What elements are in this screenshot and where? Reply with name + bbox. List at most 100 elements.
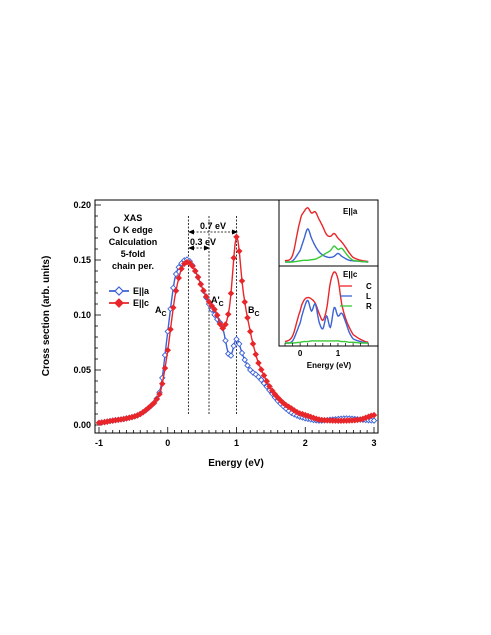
data-point: [178, 265, 185, 273]
data-point: [249, 340, 257, 348]
data-point: [244, 314, 251, 321]
x-tick-label: 0: [165, 438, 170, 448]
data-point: [208, 302, 215, 309]
series-e-c: [95, 233, 378, 427]
info-text-block: XAS O K edge Calculation 5-fold chain pe…: [109, 213, 158, 271]
data-point: [227, 352, 235, 359]
y-tick-label: 0.05: [73, 365, 91, 375]
data-point: [186, 259, 193, 267]
inset-legend-r: R: [366, 302, 372, 311]
gap-annotations: 0.7 eV 0.3 eV: [188, 221, 238, 251]
legend-label-c: E||c: [133, 298, 149, 308]
data-point: [164, 346, 171, 354]
data-point: [252, 351, 259, 358]
inset-series-line: [285, 245, 369, 263]
data-point: [241, 298, 248, 306]
gap-small-label: 0.3 eV: [190, 237, 216, 247]
info-line-2: O K edge: [113, 225, 153, 235]
data-point: [238, 349, 246, 357]
x-tick-label: 2: [303, 438, 308, 448]
data-point: [247, 328, 254, 335]
data-point: [189, 262, 196, 270]
y-tick-label: 0.10: [73, 310, 91, 320]
data-point: [175, 274, 182, 282]
data-point: [282, 401, 290, 409]
data-point: [285, 403, 292, 411]
peak-a-prime-label: A'C: [211, 295, 224, 308]
info-line-3: Calculation: [109, 237, 158, 247]
info-line-4: 5-fold: [121, 249, 146, 259]
data-point: [260, 372, 268, 379]
data-point: [263, 377, 270, 385]
inset-bottom-plot: [284, 271, 369, 344]
data-point: [236, 247, 243, 255]
data-point: [227, 290, 235, 297]
data-point: [230, 254, 237, 262]
inset-legend-l: L: [366, 292, 371, 301]
inset-bottom-label: E||c: [343, 270, 358, 279]
data-point: [200, 287, 207, 294]
data-point: [194, 273, 202, 281]
data-point: [255, 359, 262, 367]
data-point: [172, 270, 180, 278]
legend-label-a: E||a: [133, 286, 150, 296]
inset-top-plot: [284, 207, 369, 263]
data-point: [211, 306, 218, 313]
data-point: [249, 369, 257, 376]
data-point: [233, 335, 240, 343]
data-point: [258, 376, 265, 384]
data-point: [244, 362, 251, 369]
x-tick-label: 1: [234, 438, 239, 448]
info-line-5: chain per.: [112, 261, 154, 271]
legend-entry-a: E||a: [109, 286, 150, 296]
inset-x-tick-label: 1: [336, 349, 341, 358]
data-point: [219, 324, 226, 332]
info-line-1: XAS: [124, 213, 143, 223]
y-tick-label: 0.00: [73, 420, 91, 430]
data-point: [225, 311, 232, 318]
data-point: [167, 326, 174, 333]
data-point: [266, 383, 273, 390]
data-point: [222, 337, 229, 344]
data-point: [150, 399, 158, 407]
x-tick-label: 3: [371, 438, 376, 448]
data-point: [216, 320, 224, 328]
data-point: [192, 267, 199, 275]
data-point: [233, 233, 240, 241]
data-point: [370, 417, 378, 424]
data-point: [203, 293, 210, 300]
inset-x-label: Energy (eV): [307, 361, 352, 370]
data-point: [238, 277, 246, 285]
data-point: [159, 380, 166, 387]
y-tick-label: 0.20: [73, 200, 91, 210]
main-axes: -1 0 1 2 30.000.050.100.150.20: [73, 200, 376, 448]
data-point: [153, 395, 160, 403]
inset-series-line: [284, 271, 369, 343]
data-point: [271, 391, 279, 398]
data-point: [269, 387, 276, 395]
inset-legend-c: C: [366, 282, 372, 291]
inset-x-tick-label: 0: [298, 349, 303, 358]
y-axis-label: Cross section (arb. units): [41, 256, 52, 377]
x-axis-label: Energy (eV): [208, 458, 264, 469]
data-point: [258, 366, 265, 373]
data-point: [161, 364, 169, 372]
inset-series-line: [284, 207, 369, 263]
inset-legend: C L R: [340, 282, 372, 311]
peak-labels: AC A'C BC: [155, 295, 260, 318]
inset-series-line: [284, 299, 369, 344]
x-tick-label: -1: [95, 438, 103, 448]
peak-b-label: BC: [248, 305, 260, 318]
legend-entry-c: E||c: [109, 298, 149, 308]
data-point: [170, 304, 177, 311]
inset-top-label: E||a: [343, 207, 358, 216]
data-point: [172, 287, 180, 295]
data-point: [205, 298, 213, 306]
data-point: [370, 411, 378, 419]
data-point: [236, 340, 243, 348]
y-tick-label: 0.15: [73, 255, 91, 265]
data-point: [230, 342, 237, 350]
data-point: [291, 407, 298, 414]
